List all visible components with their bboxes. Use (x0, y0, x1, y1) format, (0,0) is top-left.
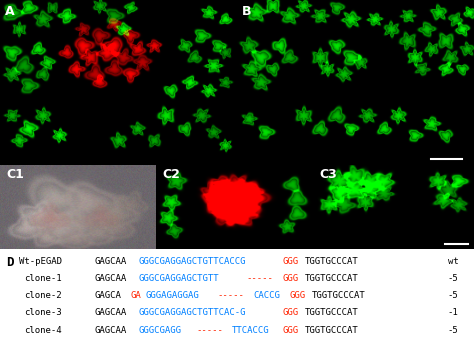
Text: GGGCGAGGAGCTGTTCAC-G: GGGCGAGGAGCTGTTCAC-G (138, 308, 246, 317)
Text: TGGTGCCCAT: TGGTGCCCAT (311, 291, 365, 300)
Text: wt: wt (448, 257, 459, 266)
Text: -----: ----- (246, 274, 273, 283)
Text: TGGTGCCCAT: TGGTGCCCAT (304, 326, 358, 335)
Text: GGGAGAGGAG: GGGAGAGGAG (146, 291, 199, 300)
Text: -5: -5 (448, 274, 459, 283)
Text: Wt-pEGAD: Wt-pEGAD (18, 257, 62, 266)
Text: GAGCA: GAGCA (95, 291, 122, 300)
Text: GA: GA (131, 291, 142, 300)
Text: GGGCGAGG: GGGCGAGG (138, 326, 181, 335)
Text: GAGCAA: GAGCAA (95, 326, 127, 335)
Text: GGG: GGG (283, 257, 299, 266)
Text: GGG: GGG (283, 326, 299, 335)
Text: B: B (242, 5, 251, 18)
Text: clone-1: clone-1 (24, 274, 62, 283)
Text: GGGCGAGGAGCTGTT: GGGCGAGGAGCTGTT (138, 274, 219, 283)
Text: TTCACCG: TTCACCG (232, 326, 270, 335)
Text: C3: C3 (319, 168, 337, 181)
Text: C1: C1 (6, 168, 24, 181)
Text: GAGCAA: GAGCAA (95, 308, 127, 317)
Text: C2: C2 (163, 168, 181, 181)
Text: -----: ----- (196, 326, 223, 335)
Text: TGGTGCCCAT: TGGTGCCCAT (304, 308, 358, 317)
Text: GGG: GGG (290, 291, 306, 300)
Text: clone-3: clone-3 (24, 308, 62, 317)
Text: GAGCAA: GAGCAA (95, 257, 127, 266)
Text: -5: -5 (448, 326, 459, 335)
Text: D: D (6, 256, 13, 269)
Text: GGG: GGG (283, 308, 299, 317)
Text: GAGCAA: GAGCAA (95, 274, 127, 283)
Text: -----: ----- (218, 291, 245, 300)
Text: A: A (5, 5, 14, 18)
Text: GGGCGAGGAGCTGTTCACCG: GGGCGAGGAGCTGTTCACCG (138, 257, 246, 266)
Text: clone-2: clone-2 (24, 291, 62, 300)
Text: TGGTGCCCAT: TGGTGCCCAT (304, 257, 358, 266)
Text: TGGTGCCCAT: TGGTGCCCAT (304, 274, 358, 283)
Text: -1: -1 (448, 308, 459, 317)
Text: -5: -5 (448, 291, 459, 300)
Text: clone-4: clone-4 (24, 326, 62, 335)
Text: GGG: GGG (283, 274, 299, 283)
Text: CACCG: CACCG (254, 291, 281, 300)
